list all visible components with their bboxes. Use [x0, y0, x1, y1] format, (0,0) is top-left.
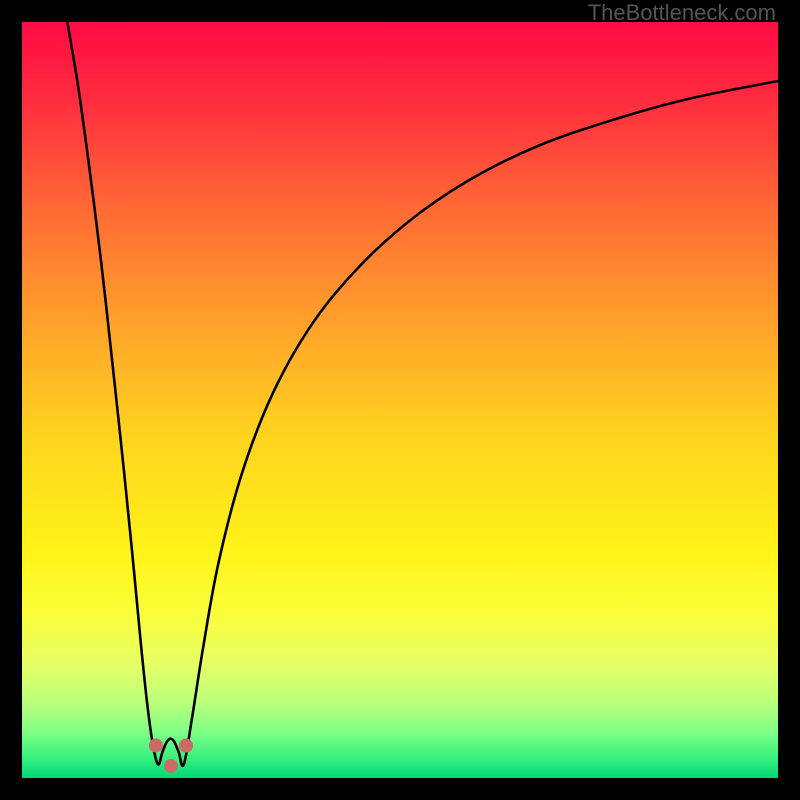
- bottleneck-curve: [67, 22, 778, 766]
- dip-marker-0: [149, 738, 163, 752]
- dip-marker-1: [164, 759, 178, 773]
- plot-area: [22, 22, 778, 778]
- curve-layer: [22, 22, 778, 778]
- watermark-text: TheBottleneck.com: [588, 0, 776, 26]
- dip-marker-2: [179, 738, 193, 752]
